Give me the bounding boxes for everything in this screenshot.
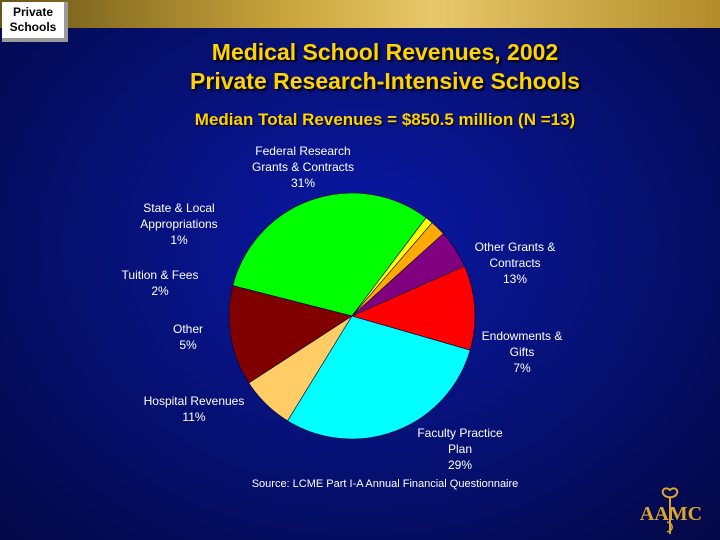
slice-percent: 1%	[170, 233, 188, 247]
badge-line: Schools	[9, 20, 57, 34]
slice-label-line: Plan	[447, 442, 473, 456]
slice-label: State & Local Appropriations 1%	[124, 200, 234, 248]
pie-slice	[351, 217, 433, 317]
slice-label-line: Other Grants &	[474, 240, 556, 254]
slice-label-line: Grants & Contracts	[251, 160, 355, 174]
slice-label: Hospital Revenues 11%	[124, 393, 264, 425]
pie-slice	[228, 285, 353, 384]
pie-slice	[287, 315, 471, 440]
slice-label: Other Grants & Contracts 13%	[455, 239, 575, 287]
aamc-logo: AAMC	[640, 487, 702, 534]
pie-slice	[351, 265, 476, 351]
slice-label: Endowments & Gifts 7%	[467, 328, 577, 376]
slice-label: Faculty Practice Plan 29%	[400, 425, 520, 473]
title-line: Private Research-Intensive Schools	[190, 68, 580, 94]
slice-percent: 29%	[447, 458, 473, 472]
slice-percent: 7%	[513, 361, 531, 375]
slice-label: Other 5%	[148, 321, 228, 353]
slice-label: Tuition & Fees 2%	[105, 267, 215, 299]
slice-percent: 13%	[502, 272, 528, 286]
pie-slice	[232, 192, 427, 317]
title-line: Medical School Revenues, 2002	[211, 39, 559, 65]
private-schools-badge: Private Schools	[2, 2, 68, 42]
slice-label-line: Other	[172, 322, 203, 336]
slice-label-line: Gifts	[509, 345, 535, 359]
slice-label-line: Contracts	[489, 256, 541, 270]
slice-label-line: Tuition & Fees	[121, 268, 199, 282]
slice-percent: 11%	[182, 410, 206, 424]
slice-label-line: State & Local	[143, 201, 215, 215]
slice-percent: 2%	[151, 284, 169, 298]
source-note: Source: LCME Part I-A Annual Financial Q…	[251, 478, 519, 490]
logo-text: AAMC	[640, 503, 702, 525]
slice-label: Federal Research Grants & Contracts 31%	[228, 143, 378, 191]
chart-subtitle: Median Total Revenues = $850.5 million (…	[194, 110, 576, 129]
top-band	[0, 0, 720, 28]
slide-title: Medical School Revenues, 2002 Private Re…	[100, 38, 670, 96]
slice-percent: 5%	[179, 338, 197, 352]
badge-line: Private	[12, 5, 54, 19]
slice-label-line: Endowments &	[481, 329, 563, 343]
slice-label-line: Federal Research	[255, 144, 351, 158]
slice-label-line: Hospital Revenues	[143, 394, 245, 408]
slice-percent: 31%	[290, 176, 316, 190]
slice-label-line: Faculty Practice	[417, 426, 503, 440]
slice-label-line: Appropriations	[140, 217, 218, 231]
